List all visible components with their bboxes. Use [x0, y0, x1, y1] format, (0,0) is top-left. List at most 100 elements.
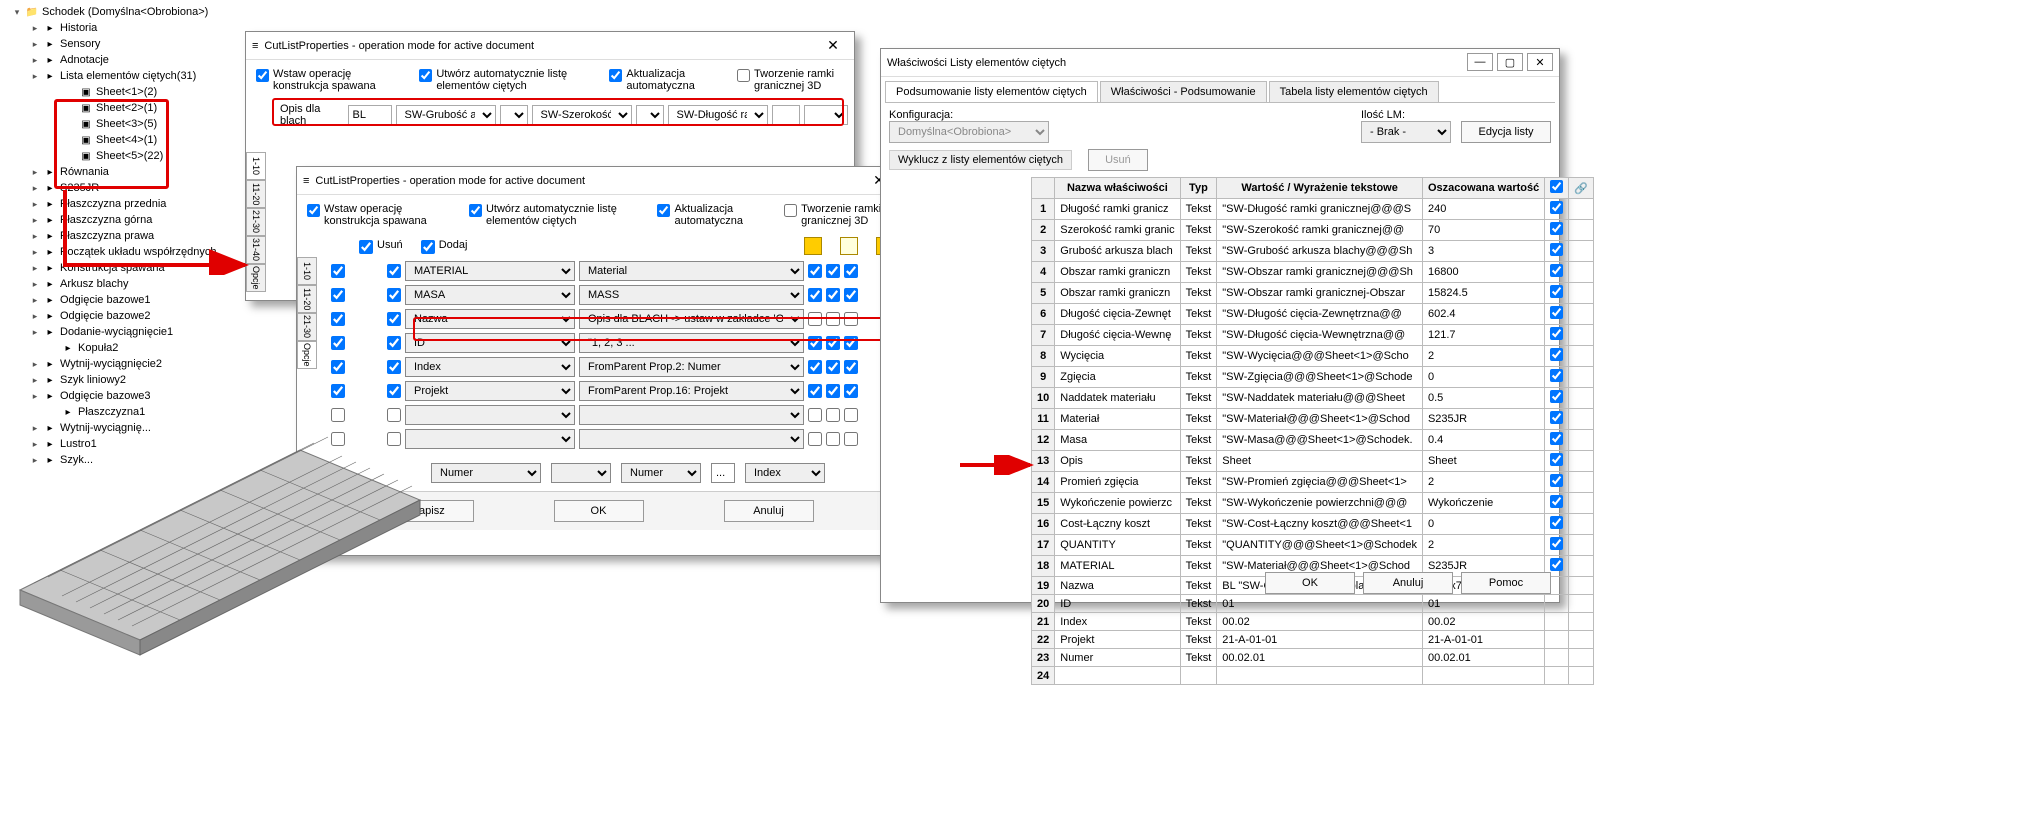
table-row[interactable]: 10Naddatek materiałuTekst"SW-Naddatek ma… — [1032, 388, 1594, 409]
win2-check-0[interactable]: Wstaw operację konstrukcja spawana — [307, 203, 439, 227]
config-select[interactable]: Domyślna<Obrobiona> — [889, 121, 1049, 143]
head-check[interactable] — [1550, 180, 1563, 193]
row-chk-4[interactable] — [826, 360, 840, 374]
row-chk-4[interactable] — [826, 384, 840, 398]
win2-check-1[interactable]: Utwórz automatycznie listę elementów cię… — [469, 203, 627, 227]
tree-item[interactable]: ▸▸Adnotacje — [12, 52, 252, 68]
prop-val[interactable]: Material — [579, 261, 804, 281]
row-chk-5[interactable] — [844, 384, 858, 398]
titlebar-1[interactable]: ≡CutListProperties - operation mode for … — [246, 32, 854, 60]
edit-list-button[interactable]: Edycja listy — [1461, 121, 1551, 143]
th-est[interactable]: Oszacowana wartość — [1422, 178, 1544, 199]
tool-icon-1[interactable] — [804, 237, 822, 255]
prop-val[interactable]: MASS — [579, 285, 804, 305]
table-row[interactable]: 23NumerTekst00.02.0100.02.01 — [1032, 649, 1594, 667]
row-check[interactable] — [1550, 285, 1563, 298]
anuluj-button[interactable]: Anuluj — [1363, 572, 1453, 594]
row-chk-3[interactable] — [808, 408, 822, 422]
ok-button[interactable]: OK — [1265, 572, 1355, 594]
usun-check[interactable]: Usuń — [359, 239, 403, 254]
ok-button[interactable]: OK — [554, 500, 644, 522]
row-check[interactable] — [1550, 369, 1563, 382]
tree-root[interactable]: ▾📁 Schodek (Domyślna<Obrobiona>) — [12, 4, 252, 20]
footer-d[interactable] — [711, 463, 735, 483]
table-row[interactable]: 21IndexTekst00.0200.02 — [1032, 613, 1594, 631]
footer-c[interactable]: Numer — [621, 463, 701, 483]
delete-button[interactable]: Usuń — [1088, 149, 1148, 171]
footer-e[interactable]: Index — [745, 463, 825, 483]
row-check[interactable] — [1550, 390, 1563, 403]
close-button[interactable]: ✕ — [818, 37, 848, 54]
dodaj-check[interactable]: Dodaj — [421, 239, 468, 254]
table-row[interactable]: 4Obszar ramki granicznTekst"SW-Obszar ra… — [1032, 262, 1594, 283]
win2-check-3[interactable]: Tworzenie ramki granicznej 3D — [784, 203, 894, 227]
win1-check-2[interactable]: Aktualizacja automatyczna — [609, 68, 707, 92]
side-tab[interactable]: Opcje — [297, 341, 317, 369]
footer-a[interactable]: Numer — [431, 463, 541, 483]
table-row[interactable]: 24 — [1032, 667, 1594, 685]
pomoc-button[interactable]: Pomoc — [1461, 572, 1551, 594]
tab[interactable]: Właściwości - Podsumowanie — [1100, 81, 1267, 102]
row-chk-5[interactable] — [844, 432, 858, 446]
prop-name[interactable]: MASA — [405, 285, 575, 305]
row-chk-5[interactable] — [844, 360, 858, 374]
row-check[interactable] — [1550, 411, 1563, 424]
table-row[interactable]: 8WycięciaTekst"SW-Wycięcia@@@Sheet<1>@Sc… — [1032, 346, 1594, 367]
row-chk-3[interactable] — [808, 264, 822, 278]
prop-val[interactable]: FromParent Prop.16: Projekt — [579, 381, 804, 401]
row-chk-4[interactable] — [826, 432, 840, 446]
row-check[interactable] — [1550, 474, 1563, 487]
row-check[interactable] — [1550, 516, 1563, 529]
row-check[interactable] — [1550, 201, 1563, 214]
row-chk-add[interactable] — [387, 288, 401, 302]
tab[interactable]: Podsumowanie listy elementów ciętych — [885, 81, 1098, 102]
row-chk-3[interactable] — [808, 432, 822, 446]
th-value[interactable]: Wartość / Wyrażenie tekstowe — [1217, 178, 1423, 199]
tree-item[interactable]: ▣Sheet<1>(2) — [12, 84, 252, 100]
row-check[interactable] — [1550, 495, 1563, 508]
tool-icon-2[interactable] — [840, 237, 858, 255]
table-row[interactable]: 14Promień zgięciaTekst"SW-Promień zgięci… — [1032, 472, 1594, 493]
table-row[interactable]: 6Długość cięcia-ZewnętTekst"SW-Długość c… — [1032, 304, 1594, 325]
prop-val[interactable] — [579, 429, 804, 449]
anuluj-button[interactable]: Anuluj — [724, 500, 814, 522]
side-tab[interactable]: 11-20 — [297, 285, 317, 313]
row-chk-4[interactable] — [826, 264, 840, 278]
row-check[interactable] — [1550, 537, 1563, 550]
row-chk-3[interactable] — [808, 288, 822, 302]
prop-name[interactable]: MATERIAL — [405, 261, 575, 281]
tree-item[interactable]: ▸Kopuła2 — [12, 340, 252, 356]
row-chk-4[interactable] — [826, 408, 840, 422]
table-row[interactable]: 9ZgięciaTekst"SW-Zgięcia@@@Sheet<1>@Scho… — [1032, 367, 1594, 388]
table-row[interactable]: 17QUANTITYTekst"QUANTITY@@@Sheet<1>@Scho… — [1032, 535, 1594, 556]
row-check[interactable] — [1550, 558, 1563, 571]
table-row[interactable]: 3Grubość arkusza blachTekst"SW-Grubość a… — [1032, 241, 1594, 262]
min-button[interactable]: — — [1467, 53, 1493, 71]
row-chk-5[interactable] — [844, 288, 858, 302]
row-chk-3[interactable] — [808, 360, 822, 374]
row-chk-add[interactable] — [387, 264, 401, 278]
row-chk-add[interactable] — [387, 336, 401, 350]
tree-item[interactable]: ▸▸Historia — [12, 20, 252, 36]
side-tab[interactable]: 1-10 — [297, 257, 317, 285]
tree-item[interactable]: ▸▸Odgięcie bazowe1 — [12, 292, 252, 308]
tree-item[interactable]: ▸▸Arkusz blachy — [12, 276, 252, 292]
win1-check-1[interactable]: Utwórz automatycznie listę elementów cię… — [419, 68, 579, 92]
table-row[interactable]: 20IDTekst0101 — [1032, 595, 1594, 613]
th-name[interactable]: Nazwa właściwości — [1055, 178, 1180, 199]
footer-b[interactable] — [551, 463, 611, 483]
prop-val[interactable]: FromParent Prop.2: Numer — [579, 357, 804, 377]
row-chk-3[interactable] — [808, 384, 822, 398]
close-button-3[interactable]: ✕ — [1527, 53, 1553, 71]
row-chk-del[interactable] — [331, 264, 345, 278]
table-row[interactable]: 7Długość cięcia-WewnęTekst"SW-Długość ci… — [1032, 325, 1594, 346]
tree-item[interactable]: ▸▸Dodanie-wyciągnięcie1 — [12, 324, 252, 340]
table-row[interactable]: 13OpisTekstSheetSheet — [1032, 451, 1594, 472]
table-row[interactable]: 15Wykończenie powierzcTekst"SW-Wykończen… — [1032, 493, 1594, 514]
table-row[interactable]: 5Obszar ramki granicznTekst"SW-Obszar ra… — [1032, 283, 1594, 304]
row-check[interactable] — [1550, 432, 1563, 445]
table-row[interactable]: 1Długość ramki graniczTekst"SW-Długość r… — [1032, 199, 1594, 220]
tree-item[interactable]: ▸▸Odgięcie bazowe2 — [12, 308, 252, 324]
table-row[interactable]: 2Szerokość ramki granicTekst"SW-Szerokoś… — [1032, 220, 1594, 241]
propwin-titlebar[interactable]: Właściwości Listy elementów ciętych — ▢ … — [881, 49, 1559, 77]
